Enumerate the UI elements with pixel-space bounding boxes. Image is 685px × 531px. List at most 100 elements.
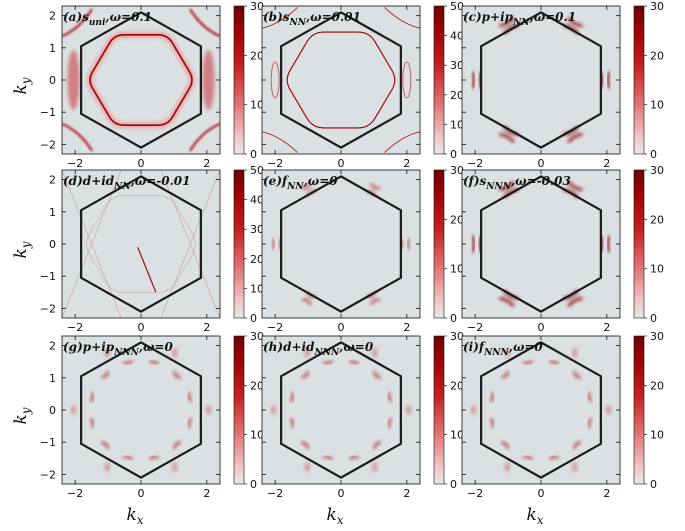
colorbar bbox=[634, 336, 644, 484]
colorbar-tick-label: 20 bbox=[450, 213, 464, 226]
plot-background bbox=[462, 336, 620, 484]
colorbar-frame bbox=[433, 335, 445, 485]
spectral-weight bbox=[271, 405, 277, 415]
panel-title: (h)d+idNNN,ω=0 bbox=[263, 340, 374, 358]
panel-title: (a)suni,ω=0.1 bbox=[63, 10, 152, 28]
spectral-arc bbox=[606, 235, 611, 253]
colorbar bbox=[434, 170, 444, 318]
spectral-arc bbox=[522, 455, 533, 461]
x-tick-label: 2 bbox=[403, 487, 410, 500]
brillouin-zone-hexagon bbox=[280, 341, 402, 479]
x-tick-label: 0 bbox=[138, 157, 145, 170]
brillouin-zone-hexagon bbox=[480, 11, 602, 149]
colorbar-frame bbox=[233, 169, 245, 319]
colorbar bbox=[234, 170, 244, 318]
y-tick-label: 0 bbox=[49, 238, 56, 251]
spectral-weight bbox=[402, 61, 412, 99]
spectral-weight bbox=[372, 347, 378, 358]
y-tick-label: 2 bbox=[49, 340, 56, 353]
colorbar bbox=[634, 170, 644, 318]
colorbar-tick-label: 20 bbox=[650, 379, 664, 392]
colorbar-tick-label: 0 bbox=[650, 478, 657, 491]
spectral-arc bbox=[573, 371, 581, 379]
spectral-weight bbox=[572, 462, 578, 473]
plot-background bbox=[62, 170, 220, 318]
spectral-arc bbox=[370, 182, 381, 190]
fermi-surface-line bbox=[189, 8, 220, 38]
spectral-arc bbox=[322, 359, 333, 365]
spectral-arc bbox=[373, 371, 381, 379]
x-axis-label: kx bbox=[126, 505, 143, 527]
colorbar-tick-label: 10 bbox=[450, 429, 464, 442]
x-tick-label: 2 bbox=[603, 487, 610, 500]
spectral-weight bbox=[172, 462, 178, 473]
plot-background bbox=[62, 336, 220, 484]
spectral-weight bbox=[104, 347, 110, 358]
colorbar-tick-label: 20 bbox=[650, 49, 664, 62]
colorbar-frame bbox=[633, 5, 645, 155]
fermi-surface-line bbox=[62, 8, 93, 38]
fermi-surface-line bbox=[189, 122, 220, 152]
y-axis-label: ky bbox=[11, 241, 33, 258]
heatmap-content bbox=[71, 347, 211, 473]
colorbar-tick-label: 10 bbox=[250, 99, 264, 112]
spectral-arc bbox=[101, 441, 109, 449]
spectral-arc bbox=[89, 418, 95, 428]
x-tick-label: −2 bbox=[267, 157, 283, 170]
panel-i: −2 0 2 (i)fNNN,ω=0 30 20 10 0 bbox=[461, 330, 664, 500]
plot-background bbox=[462, 170, 620, 318]
panel-title: (f)sNNN,ω=-0.03 bbox=[463, 174, 571, 192]
spectral-arc bbox=[370, 298, 381, 306]
x-tick-label: −2 bbox=[467, 321, 483, 334]
colorbar-tick-label: 30 bbox=[650, 330, 664, 343]
x-tick-label: −2 bbox=[467, 157, 483, 170]
colorbar-tick-label: 50 bbox=[250, 164, 264, 177]
spectral-arc bbox=[567, 181, 583, 191]
colorbar-frame bbox=[433, 5, 445, 155]
spectral-arc bbox=[499, 133, 515, 143]
panel-f: −2 0 2 (f)sNNN,ω=-0.03 30 20 10 0 bbox=[461, 164, 664, 334]
spectral-arc bbox=[101, 371, 109, 379]
y-axis-label: ky bbox=[11, 77, 33, 94]
x-tick-label: −2 bbox=[67, 321, 83, 334]
spectral-arc bbox=[606, 71, 611, 89]
x-tick-label: 0 bbox=[138, 487, 145, 500]
y-tick-label: −1 bbox=[40, 270, 56, 283]
x-tick-label: −2 bbox=[267, 321, 283, 334]
spectral-arc bbox=[499, 17, 515, 27]
colorbar-tick-label: 30 bbox=[450, 59, 464, 72]
spectral-arc bbox=[549, 455, 560, 461]
x-tick-label: −2 bbox=[67, 487, 83, 500]
x-tick-label: 2 bbox=[603, 321, 610, 334]
brillouin-zone-hexagon bbox=[280, 175, 402, 313]
x-tick-label: 2 bbox=[203, 321, 210, 334]
x-axis-label: kx bbox=[326, 505, 343, 527]
spectral-arc bbox=[549, 359, 560, 365]
plot-background bbox=[62, 6, 220, 154]
spectral-arc bbox=[173, 441, 181, 449]
spectral-arc bbox=[122, 359, 133, 365]
y-tick-label: −1 bbox=[40, 436, 56, 449]
panel-h: −2 0 2 (h)d+idNNN,ω=0 30 20 10 0 bbox=[261, 330, 464, 500]
spectral-arc bbox=[499, 181, 515, 191]
fermi-surface-line bbox=[262, 131, 298, 153]
x-tick-label: 0 bbox=[338, 487, 345, 500]
heatmap-content bbox=[62, 8, 220, 152]
brillouin-zone-hexagon bbox=[80, 175, 202, 313]
spectral-arc bbox=[501, 371, 509, 379]
y-tick-label: 1 bbox=[49, 42, 56, 55]
plot-background bbox=[462, 6, 620, 154]
fermi-surface-line bbox=[62, 122, 93, 152]
x-tick-label: 0 bbox=[138, 321, 145, 334]
y-tick-label: −2 bbox=[40, 468, 56, 481]
x-tick-label: 0 bbox=[338, 157, 345, 170]
colorbar-tick-label: 10 bbox=[650, 429, 664, 442]
spectral-arc bbox=[301, 441, 309, 449]
y-tick-label: 0 bbox=[49, 74, 56, 87]
spectral-weight bbox=[67, 50, 80, 110]
spectral-arc bbox=[522, 359, 533, 365]
x-tick-label: 2 bbox=[403, 321, 410, 334]
